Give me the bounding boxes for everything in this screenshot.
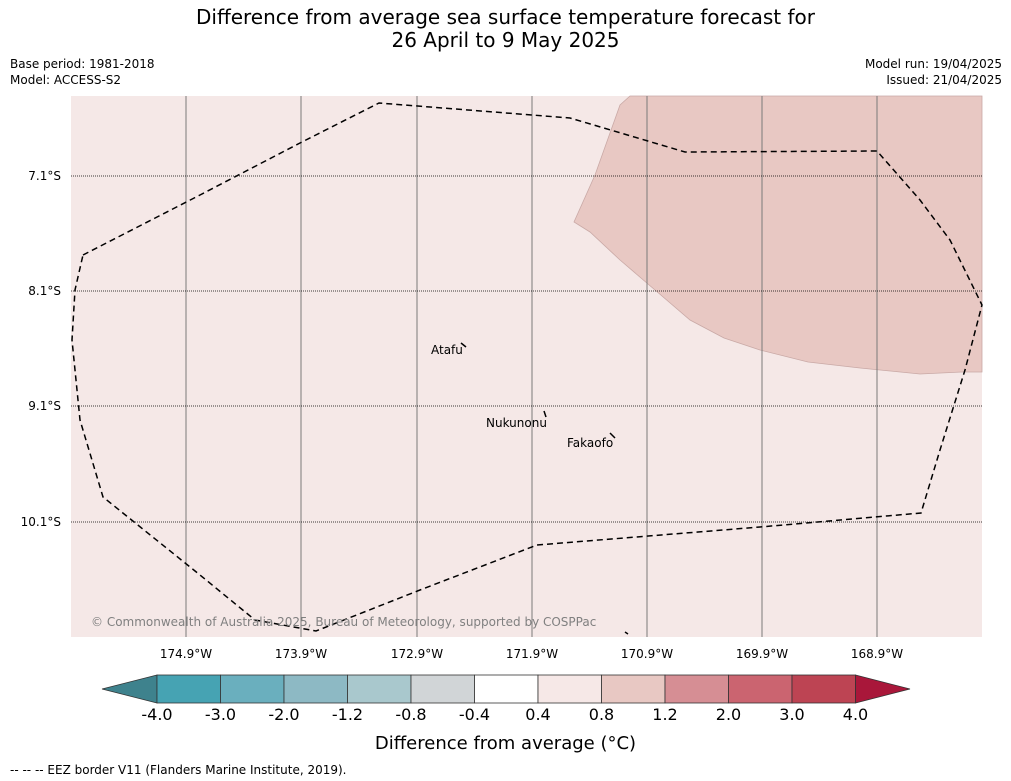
copyright-notice: © Commonwealth of Australia 2025, Bureau…	[91, 615, 596, 629]
colorbar-tick-label: -1.2	[332, 705, 363, 724]
meta-right: Model run: 19/04/2025 Issued: 21/04/2025	[865, 56, 1002, 88]
colorbar-segment	[283, 674, 348, 704]
colorbar-segment	[410, 674, 475, 704]
title-line-2: 26 April to 9 May 2025	[391, 28, 620, 52]
colorbar	[101, 674, 911, 704]
colorbar-tick-label: -0.4	[459, 705, 490, 724]
colorbar-tick-label: 3.0	[779, 705, 804, 724]
colorbar-tick-label: 1.2	[652, 705, 677, 724]
colorbar-arrow-low	[101, 674, 158, 704]
colorbar-tick-label: -0.8	[395, 705, 426, 724]
place-label-nukunonu: Nukunonu	[486, 416, 547, 430]
island-fragment	[624, 631, 629, 635]
title-line-1: Difference from average sea surface temp…	[195, 5, 815, 29]
warm-anomaly-region	[573, 95, 983, 375]
lon-label: 173.9°W	[275, 647, 327, 661]
colorbar-arrow-high	[855, 674, 911, 704]
meridian-lines	[185, 96, 878, 637]
colorbar-tick-label: -4.0	[141, 705, 172, 724]
lat-label: 7.1°S	[28, 169, 61, 183]
eez-legend-footer: -- -- -- EEZ border V11 (Flanders Marine…	[10, 763, 347, 777]
lon-label: 169.9°W	[736, 647, 788, 661]
colorbar-segment	[728, 674, 793, 704]
model-run: Model run: 19/04/2025	[864, 57, 1002, 71]
colorbar-segment	[220, 674, 285, 704]
colorbar-tick-label: -2.0	[268, 705, 299, 724]
base-period: Base period: 1981-2018	[10, 57, 155, 71]
lon-label: 174.9°W	[160, 647, 212, 661]
colorbar-tick-label: 0.8	[589, 705, 614, 724]
model-name: Model: ACCESS-S2	[10, 73, 122, 87]
fakaofo-island-shape	[609, 432, 616, 439]
lat-label: 9.1°S	[28, 399, 61, 413]
atafu-island-shape	[460, 342, 467, 348]
colorbar-segment	[474, 674, 539, 704]
colorbar-tick-label: 2.0	[716, 705, 741, 724]
lat-label: 8.1°S	[28, 284, 61, 298]
colorbar-segment	[156, 674, 221, 704]
map-title: Difference from average sea surface temp…	[0, 6, 1011, 52]
colorbar-segment	[791, 674, 856, 704]
meta-left: Base period: 1981-2018 Model: ACCESS-S2	[10, 56, 155, 88]
place-label-fakaofo: Fakaofo	[567, 436, 613, 450]
lat-label: 10.1°S	[21, 515, 61, 529]
colorbar-segment	[537, 674, 602, 704]
colorbar-tick-label: 0.4	[525, 705, 550, 724]
colorbar-segment	[601, 674, 666, 704]
nukunonu-island-shape	[543, 410, 547, 418]
lon-label: 172.9°W	[391, 647, 443, 661]
colorbar-segment	[664, 674, 729, 704]
eez-border	[71, 102, 983, 632]
colorbar-tick-label: 4.0	[843, 705, 868, 724]
issued-date: Issued: 21/04/2025	[886, 73, 1002, 87]
lon-label: 171.9°W	[506, 647, 558, 661]
colorbar-tick-label: -3.0	[205, 705, 236, 724]
lon-label: 168.9°W	[851, 647, 903, 661]
colorbar-segment	[347, 674, 412, 704]
colorbar-title: Difference from average (°C)	[374, 733, 637, 754]
lon-label: 170.9°W	[621, 647, 673, 661]
place-label-atafu: Atafu	[431, 343, 463, 357]
